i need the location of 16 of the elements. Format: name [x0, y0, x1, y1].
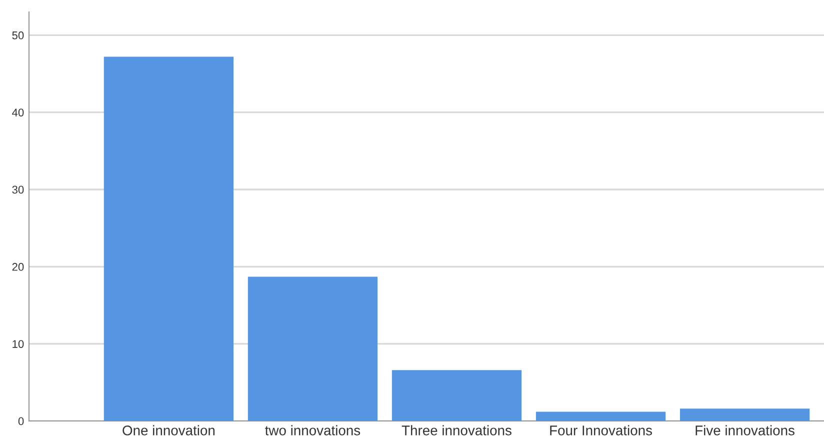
y-tick-label: 50	[12, 31, 24, 40]
x-tick-label: two innovations	[265, 425, 360, 436]
x-tick-label: Three innovations	[402, 425, 512, 436]
x-tick-label: Four Innovations	[550, 425, 652, 436]
y-tick-label: 40	[12, 108, 24, 116]
y-tick-label: 30	[12, 186, 24, 194]
bar	[392, 370, 522, 421]
x-tick-label: One innovation	[122, 425, 215, 436]
bar	[248, 276, 378, 421]
y-tick-label: 20	[12, 262, 24, 271]
bar	[680, 408, 810, 421]
x-tick-label: Five innovations	[696, 425, 794, 436]
y-tick-label: 0	[18, 417, 24, 426]
bar	[104, 56, 234, 421]
y-tick-label: 10	[12, 340, 24, 348]
bar	[536, 412, 666, 421]
